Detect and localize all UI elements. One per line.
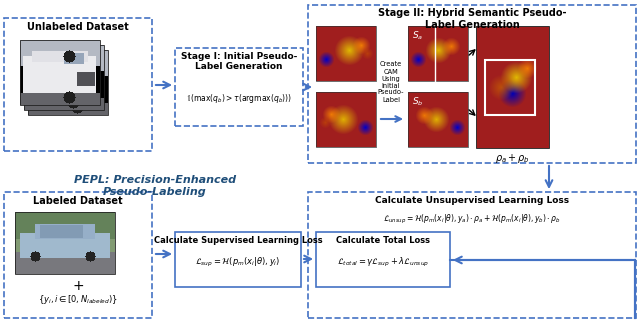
Bar [4,192,152,318]
Text: Stage II: Hybrid Semantic Pseudo-
Label Generation: Stage II: Hybrid Semantic Pseudo- Label … [378,8,566,30]
Text: +: + [72,279,84,293]
Bar [408,26,468,81]
Bar [28,50,108,115]
Bar [485,60,535,115]
Text: Stage I: Initial Pseudo-
Label Generation: Stage I: Initial Pseudo- Label Generatio… [181,52,297,71]
Text: Create
CAM
Using
Initial
Pseudo-
Label: Create CAM Using Initial Pseudo- Label [378,61,404,102]
Bar [308,192,636,318]
Text: $S_a$: $S_a$ [412,30,424,43]
Bar [24,45,104,110]
Bar [175,232,301,287]
Bar [316,232,450,287]
Text: $\{y_i, i \in [0, N_{labeled})\}$: $\{y_i, i \in [0, N_{labeled})\}$ [38,293,118,306]
Bar [316,92,376,147]
Text: $S_b$: $S_b$ [412,96,424,109]
Text: Calculate Total Loss: Calculate Total Loss [336,236,430,245]
Text: $\mathcal{L}_{total} = \gamma\mathcal{L}_{sup} + \lambda\mathcal{L}_{unsup}$: $\mathcal{L}_{total} = \gamma\mathcal{L}… [337,256,429,269]
Text: Unlabeled Dataset: Unlabeled Dataset [27,22,129,32]
Bar [476,26,549,148]
Text: $\rho_a + \rho_b$: $\rho_a + \rho_b$ [495,152,529,165]
Text: $\mathbb{1}(\max(q_b) > \tau(\mathrm{argmax}(q_b)))$: $\mathbb{1}(\max(q_b) > \tau(\mathrm{arg… [186,92,292,105]
Text: Calculate Supervised Learning Loss: Calculate Supervised Learning Loss [154,236,323,245]
Bar [4,18,152,151]
Bar [316,26,376,81]
Text: $\mathcal{L}_{unsup} = \mathcal{H}(p_m(x_i|\theta), y_a)\cdot\rho_a + \mathcal{H: $\mathcal{L}_{unsup} = \mathcal{H}(p_m(x… [383,213,561,226]
Bar [408,92,468,147]
Bar [20,40,100,105]
Bar [175,48,303,126]
Text: $\mathcal{L}_{sup} = \mathcal{H}(p_m(x_i|\theta), y_i)$: $\mathcal{L}_{sup} = \mathcal{H}(p_m(x_i… [195,256,281,269]
Bar [15,212,115,274]
Text: Calculate Unsupervised Learning Loss: Calculate Unsupervised Learning Loss [375,196,569,205]
Text: PEPL: Precision-Enhanced
Pseudo-Labeling: PEPL: Precision-Enhanced Pseudo-Labeling [74,175,236,197]
Text: Labeled Dataset: Labeled Dataset [33,196,123,206]
Bar [308,5,636,163]
